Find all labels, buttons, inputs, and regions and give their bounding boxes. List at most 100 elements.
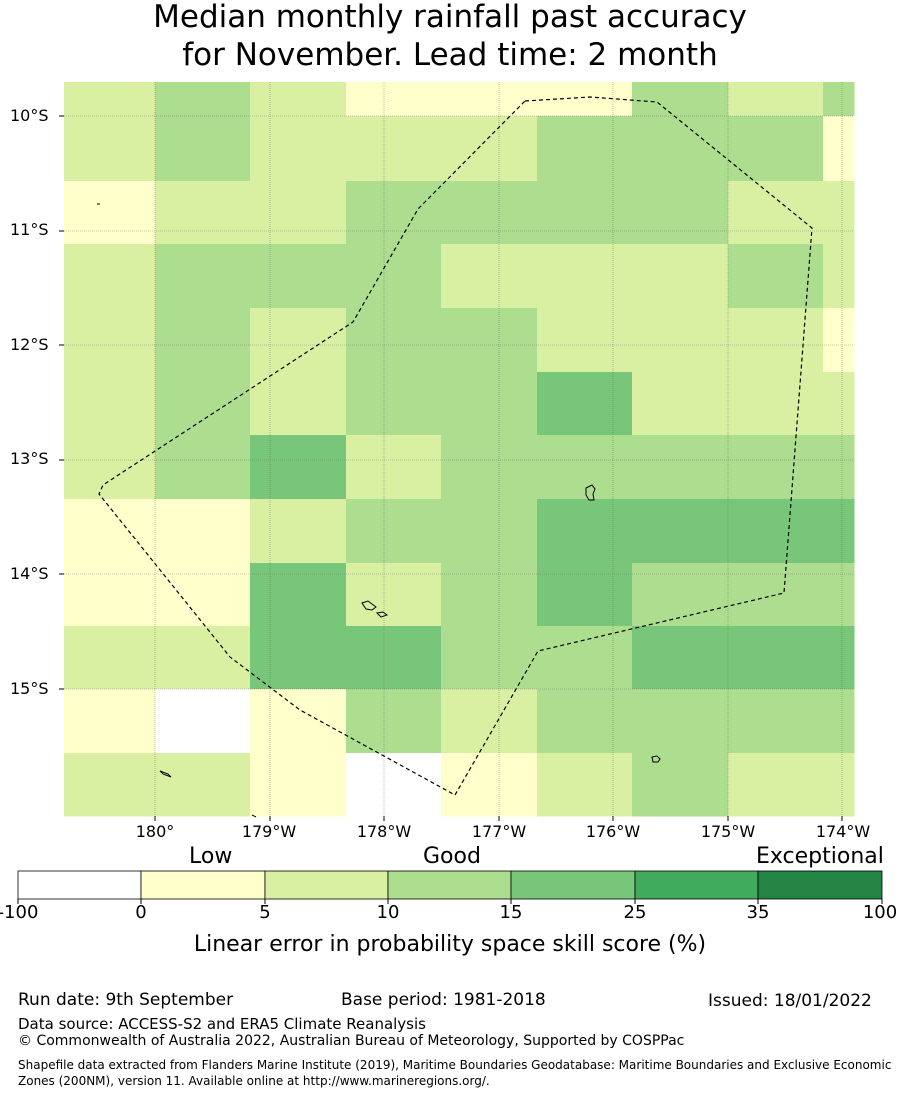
island-shape — [375, 611, 389, 618]
grid-cell — [64, 181, 156, 245]
grid-cell — [632, 626, 729, 690]
lon-label: 178°W — [356, 822, 412, 841]
grid-cell — [632, 244, 729, 309]
lon-label: 176°W — [585, 822, 641, 841]
lat-label: 15°S — [10, 679, 49, 698]
grid-cell — [155, 499, 251, 564]
grid-cell — [632, 563, 729, 627]
grid-cell — [250, 244, 347, 309]
grid-cell — [250, 116, 347, 182]
grid-cell — [346, 435, 442, 500]
title-line-2: for November. Lead time: 2 month — [182, 37, 718, 73]
grid-cell — [632, 372, 729, 436]
category-low: Low — [189, 844, 233, 869]
title-line-1: Median monthly rainfall past accuracy — [153, 0, 747, 35]
grid-cell — [441, 499, 538, 564]
grid-cell — [537, 689, 633, 754]
colorbar-tick: 100 — [862, 902, 898, 923]
lat-label: 10°S — [10, 106, 49, 125]
shapefile-credit-1: Shapefile data extracted from Flanders M… — [18, 1058, 892, 1072]
island-shape — [159, 770, 172, 778]
grid-cell — [728, 308, 824, 373]
lat-label: 14°S — [10, 564, 49, 583]
grid-cell — [441, 244, 538, 309]
grid-cell — [64, 82, 156, 117]
grid-cell — [346, 563, 442, 627]
grid-cell — [728, 82, 824, 117]
colorbar-tick: 5 — [259, 902, 271, 923]
grid-cell — [823, 626, 855, 690]
base-period: Base period: 1981-2018 — [341, 990, 546, 1010]
grid-cell — [823, 372, 855, 436]
grid-cell — [537, 626, 633, 690]
lon-label: 174°W — [815, 822, 871, 841]
lon-label: 177°W — [471, 822, 527, 841]
island-shape — [585, 484, 596, 501]
grid-cell — [632, 82, 729, 117]
grid-cell — [250, 372, 347, 436]
grid-cell — [64, 563, 156, 627]
grid-cell — [346, 116, 442, 182]
grid-cell — [537, 563, 633, 627]
grid-cell — [632, 435, 729, 500]
islands — [97, 203, 661, 818]
grid-cell — [632, 499, 729, 564]
colorbar-segment — [510, 870, 636, 900]
grid-cell — [823, 308, 855, 373]
grid-cell — [441, 626, 538, 690]
grid-cell — [155, 626, 251, 690]
colorbar-segment — [140, 870, 266, 900]
grid-cell — [728, 435, 824, 500]
grid-cell — [250, 82, 347, 117]
grid-cell — [64, 372, 156, 436]
grid-cell — [823, 499, 855, 564]
colorbar-segment — [387, 870, 512, 900]
island-shape — [251, 814, 257, 818]
grid-cell — [155, 116, 251, 182]
lon-label: 180° — [135, 822, 175, 841]
grid-cell — [728, 626, 824, 690]
grid-cell — [346, 499, 442, 564]
colorbar-tick: 25 — [623, 902, 647, 923]
lat-label: 13°S — [10, 449, 49, 468]
grid-cell — [346, 626, 442, 690]
grid-cell — [64, 626, 156, 690]
grid-cell — [64, 499, 156, 564]
grid-cell — [537, 753, 633, 817]
grid-cell — [441, 372, 538, 436]
grid-cell — [346, 372, 442, 436]
grid-cell — [441, 82, 538, 117]
colorbar-tick: 15 — [499, 902, 523, 923]
grid-cell — [64, 308, 156, 373]
grid-cell — [64, 244, 156, 309]
grid-cell — [155, 372, 251, 436]
grid-cell — [823, 689, 855, 754]
colorbar-segment — [757, 870, 883, 900]
grid-cell — [441, 181, 538, 245]
grid-cell — [537, 181, 633, 245]
grid-cell — [155, 563, 251, 627]
eez-boundary — [98, 96, 813, 796]
grid-cell — [441, 563, 538, 627]
colorbar-label: Linear error in probability space skill … — [193, 932, 707, 957]
grid-cell — [823, 244, 855, 309]
grid-cell — [728, 244, 824, 309]
copyright: © Commonwealth of Australia 2022, Austra… — [18, 1033, 685, 1049]
grid-cell — [823, 753, 855, 817]
grid-cell — [250, 499, 347, 564]
lon-label: 175°W — [700, 822, 756, 841]
grid-cell — [346, 753, 442, 817]
skill-grid — [64, 82, 855, 817]
grid-cell — [155, 753, 251, 817]
grid-cell — [64, 689, 156, 754]
island-shape — [361, 600, 377, 611]
grid-cell — [155, 689, 251, 754]
grid-cell — [346, 181, 442, 245]
grid-cell — [250, 435, 347, 500]
grid-cell — [64, 435, 156, 500]
lat-label: 11°S — [10, 220, 49, 239]
issued-date: Issued: 18/01/2022 — [708, 991, 872, 1011]
grid-cell — [155, 435, 251, 500]
grid-cell — [441, 116, 538, 182]
grid-cell — [346, 82, 442, 117]
